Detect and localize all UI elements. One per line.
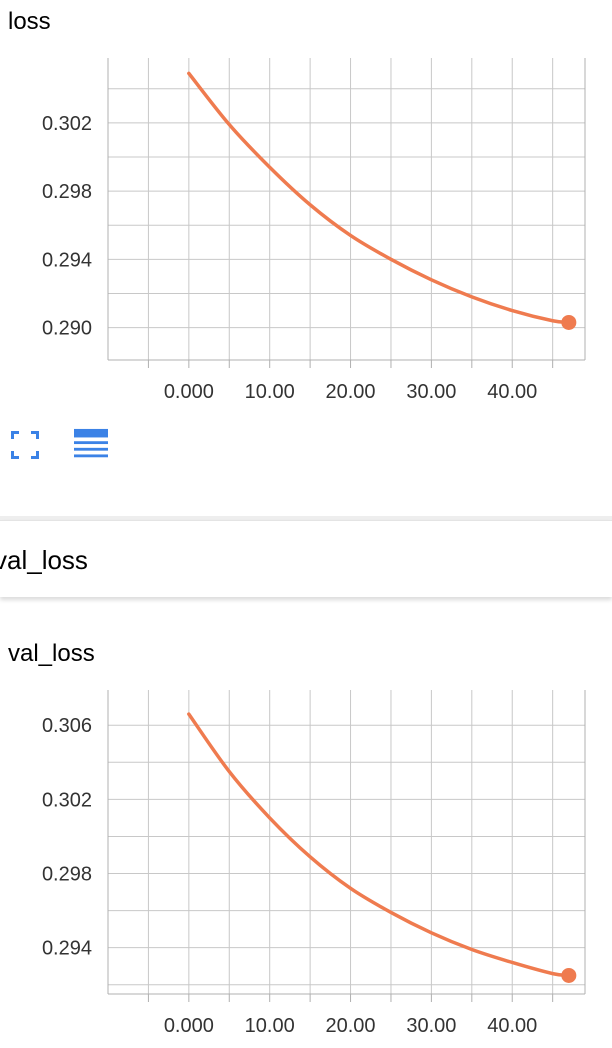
x-tick-label: 20.00	[326, 381, 376, 403]
x-tick-label: 40.00	[487, 1015, 537, 1037]
x-tick-label: 10.00	[245, 381, 295, 403]
x-tick-label: 10.00	[245, 1015, 295, 1037]
fullscreen-icon	[11, 431, 39, 459]
y-tick-label: 0.294	[42, 249, 92, 271]
series-endpoint-marker[interactable]	[561, 967, 577, 983]
x-tick-label: 30.00	[406, 381, 456, 403]
x-tick-label: 20.00	[326, 1015, 376, 1037]
y-tick-label: 0.302	[42, 113, 92, 135]
fullscreen-button[interactable]	[8, 428, 42, 462]
x-tick-label: 0.000	[164, 1015, 214, 1037]
data-table-button[interactable]	[74, 428, 108, 462]
y-tick-label: 0.294	[42, 938, 92, 960]
series-endpoint-marker[interactable]	[561, 314, 577, 330]
y-tick-label: 0.290	[42, 318, 92, 340]
section-divider	[0, 516, 612, 522]
list-icon	[74, 428, 108, 458]
chart-title-val-loss: val_loss	[8, 640, 95, 667]
y-tick-label: 0.306	[42, 715, 92, 737]
chart-toolbar	[8, 428, 108, 462]
y-tick-label: 0.298	[42, 864, 92, 886]
series-line	[187, 712, 571, 978]
section-header-label: val_loss	[0, 545, 88, 575]
y-tick-label: 0.298	[42, 181, 92, 203]
x-tick-label: 30.00	[406, 1015, 456, 1037]
section-header-val-loss[interactable]: val_loss	[0, 520, 612, 597]
series-line	[187, 71, 571, 325]
x-tick-label: 40.00	[487, 381, 537, 403]
x-tick-label: 0.000	[164, 381, 214, 403]
loss-chart: 0.290 0.294 0.298 0.302 0.000 10.00 20.00 30.00…	[42, 58, 586, 403]
chart-title-loss: loss	[8, 8, 51, 35]
y-tick-label: 0.302	[42, 789, 92, 811]
